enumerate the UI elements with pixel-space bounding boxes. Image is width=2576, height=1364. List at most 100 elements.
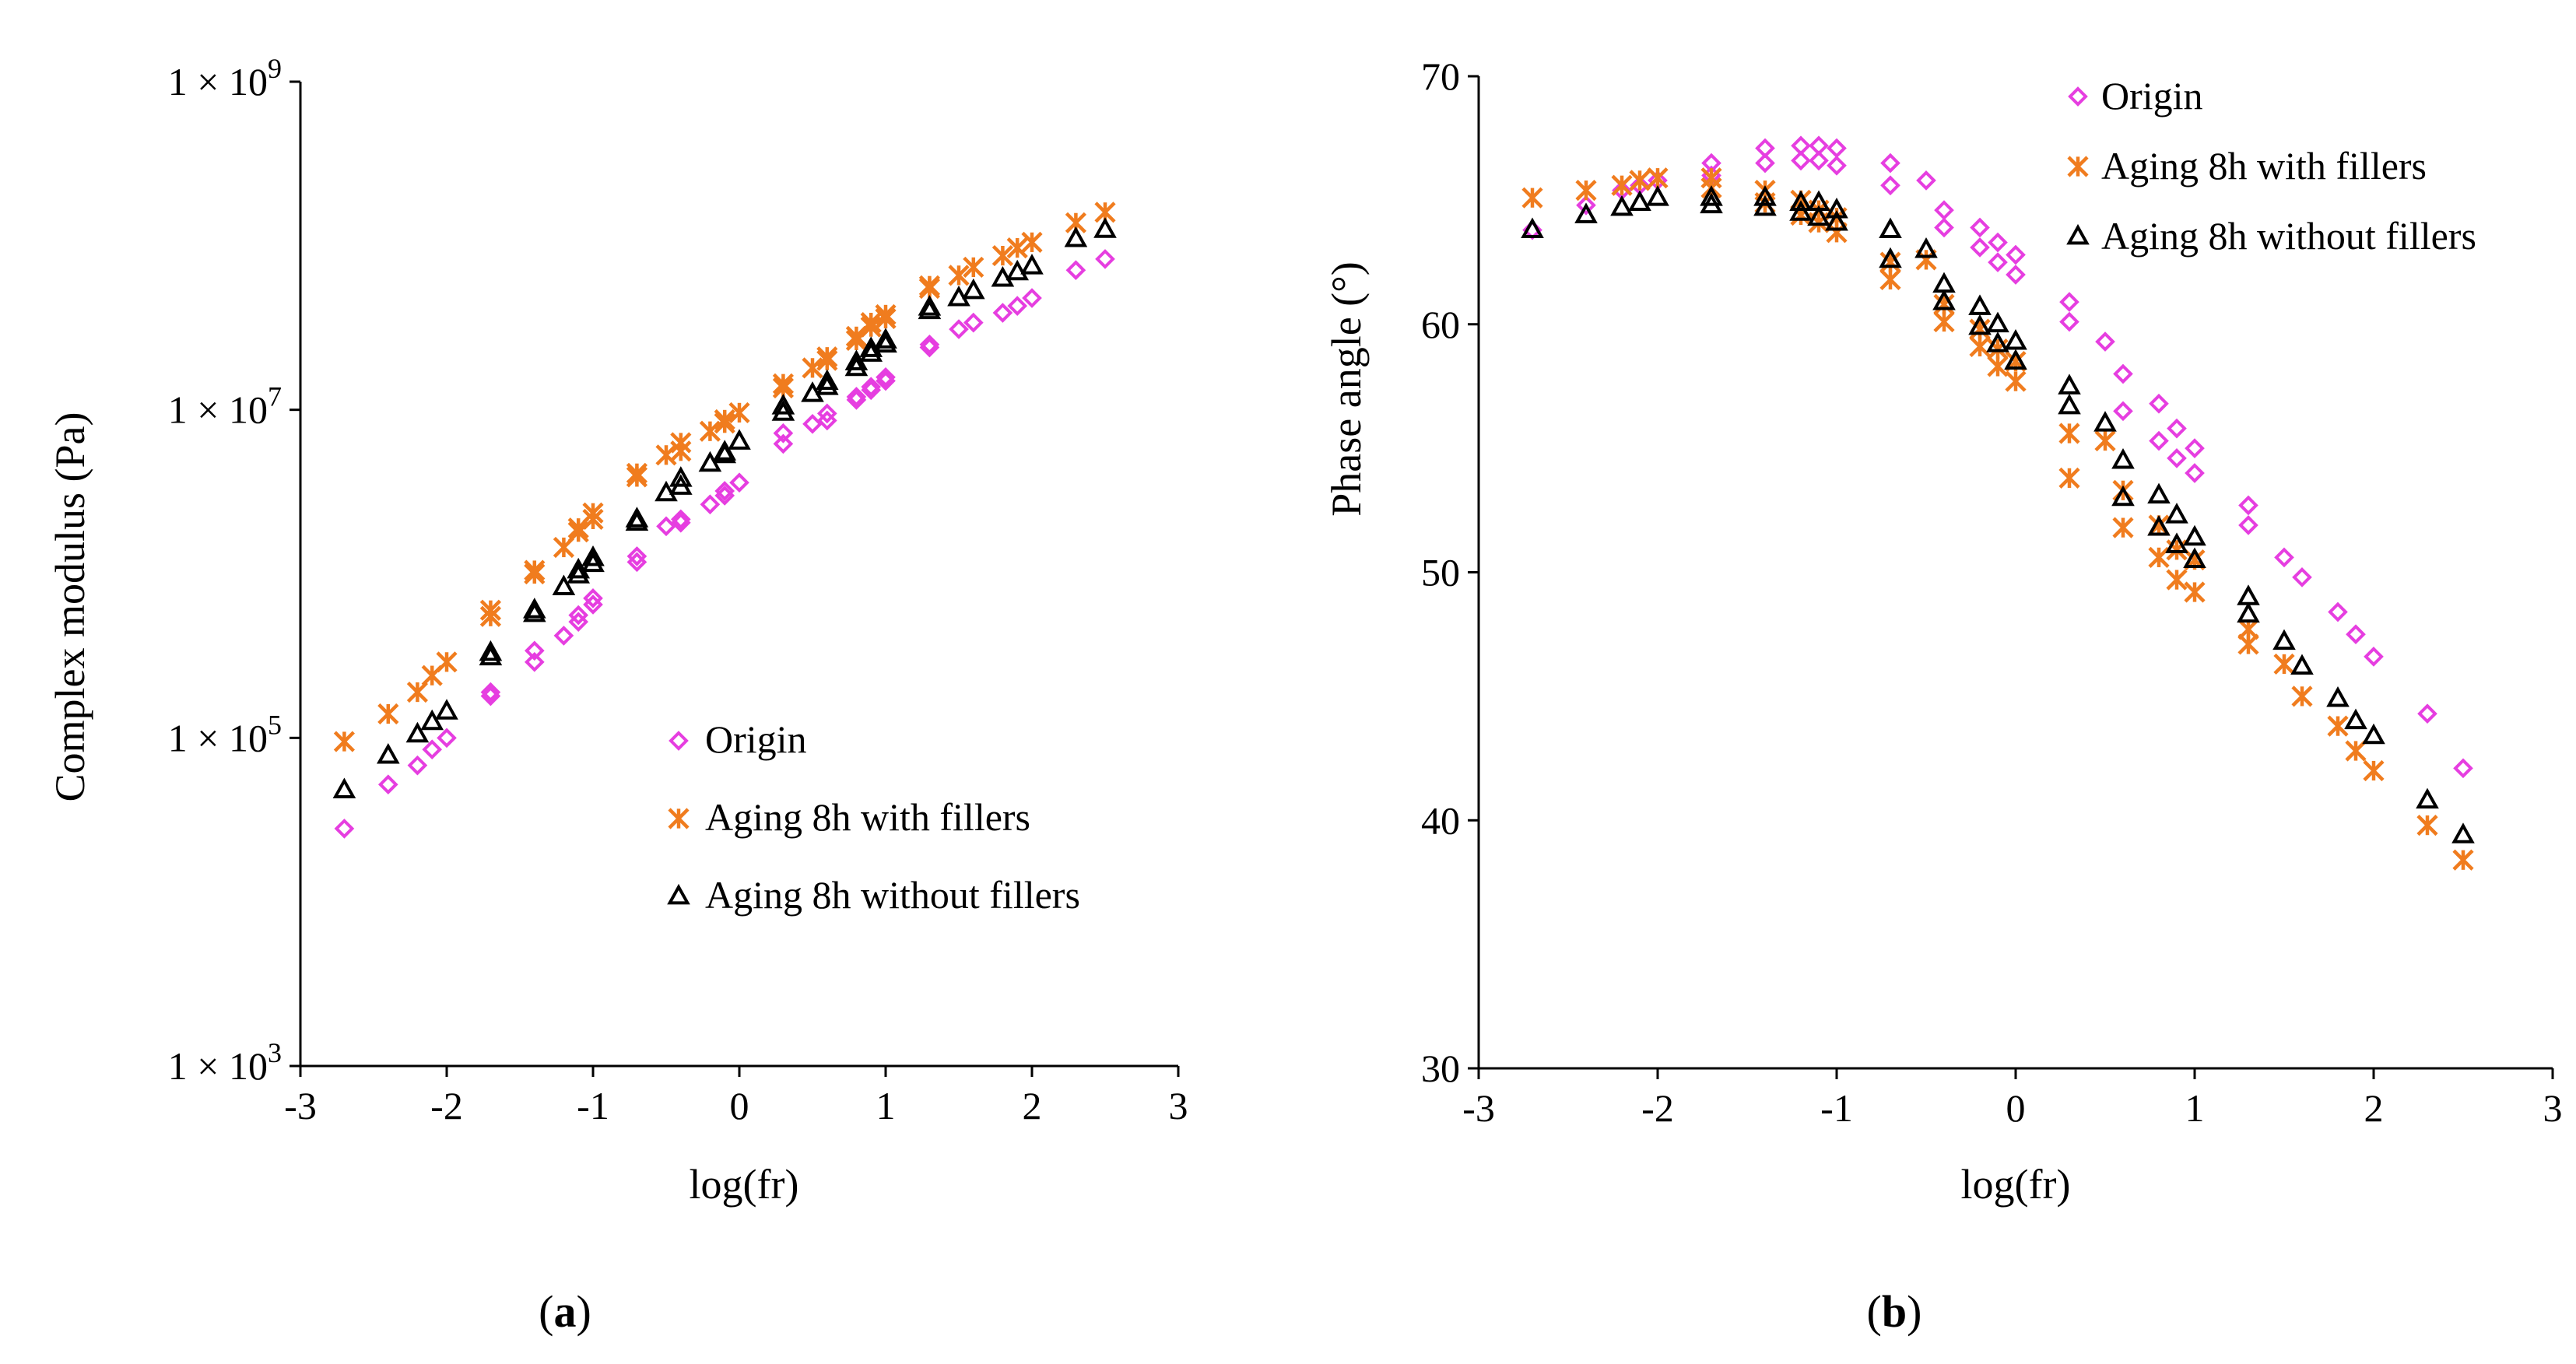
chart-b-series-aging-8h-with-fillers-point: [1933, 293, 1955, 315]
chart-b-legend-symbol: [2068, 86, 2088, 107]
chart-a-x-tick-label: 1: [876, 1084, 896, 1127]
chart-b-legend-label-without-fillers: Aging 8h without fillers: [2101, 214, 2476, 258]
chart-b-series-aging-8h-without-fillers-point: [2111, 485, 2135, 507]
chart-b-series-aging-8h-with-fillers-point: [2058, 467, 2080, 489]
chart-b-series-origin-point: [2006, 244, 2026, 265]
chart-b-series-aging-8h-with-fillers-point: [1879, 268, 1901, 290]
chart-a-series-aging-8h-with-fillers-point: [436, 651, 458, 673]
chart-a-series-origin-point: [919, 334, 940, 355]
chart-a-series-aging-8h-without-fillers-point: [522, 598, 546, 619]
chart-b-marks: [1521, 135, 2475, 871]
chart-b-series-origin-point: [2113, 401, 2133, 422]
chart-b-series-origin-point: [2364, 647, 2384, 667]
chart-a-series-aging-8h-with-fillers-point: [524, 559, 546, 581]
chart-a-series-aging-8h-without-fillers-point: [479, 644, 503, 666]
chart-b-series-origin-point: [1755, 153, 1775, 174]
chart-a-series-aging-8h-without-fillers-point: [567, 563, 591, 584]
chart-a-series-aging-8h-with-fillers-point: [1006, 237, 1028, 259]
chart-a-series-origin-point: [407, 755, 428, 776]
chart-a-series-aging-8h-without-fillers-point: [420, 709, 444, 731]
chart-b-x-tick-label: -3: [1462, 1086, 1495, 1130]
chart-b-x-tick-label: -1: [1820, 1086, 1853, 1130]
chart-b-series-aging-8h-with-fillers-point: [1521, 187, 1543, 209]
chart-a-series-aging-8h-with-fillers-point: [670, 432, 692, 454]
chart-b-series-origin-point: [2185, 438, 2205, 458]
chart-b-series-aging-8h-without-fillers-point: [1968, 294, 1992, 315]
chart-b-series-origin-point: [2417, 703, 2437, 724]
chart-b-series-aging-8h-without-fillers: [1521, 185, 2475, 843]
chart-a-y-axis-label: Complex modulus (Pa): [47, 412, 93, 802]
chart-a-series-aging-8h-with-fillers-point: [479, 599, 501, 621]
chart-b-series-aging-8h-with-fillers-point: [1969, 318, 1991, 340]
chart-b-series-origin-point: [2274, 547, 2294, 568]
chart-a-series-aging-8h-without-fillers-point: [918, 298, 942, 320]
chart-a-series-origin-point: [670, 509, 691, 530]
chart-b-series-aging-8h-without-fillers-point: [2093, 411, 2117, 432]
chart-b-axes: -3 -2 -1 0 1 2 3 70 60 50 40 30: [1421, 54, 2563, 1130]
chart-a-series-origin-point: [949, 319, 969, 339]
chart-b-legend-marker-with-fillers: [2067, 156, 2089, 177]
chart-a-series-aging-8h-with-fillers-point: [406, 681, 428, 703]
chart-a-series-aging-8h-without-fillers-point: [669, 466, 693, 487]
chart-b-series-aging-8h-with-fillers-point: [2094, 430, 2116, 452]
chart-b-series-aging-8h-without-fillers-point: [1521, 217, 1544, 239]
chart-b-x-axis-label: log(fr): [1961, 1161, 2071, 1208]
chart-b-series-aging-8h-with-fillers-point: [2184, 581, 2206, 603]
chart-a-series-aging-8h-without-fillers-point: [947, 285, 970, 307]
chart-a-series-aging-8h-with-fillers-point: [816, 346, 838, 368]
chart-a-series-aging-8h-without-fillers-point: [567, 557, 591, 579]
chart-b-series-origin-point: [2328, 601, 2348, 622]
chart-a-legend-marker-without-fillers: [667, 883, 690, 905]
chart-b-series-aging-8h-with-fillers-point: [1933, 310, 1955, 333]
chart-a-series-origin-point: [773, 423, 794, 444]
chart-b-series-aging-8h-without-fillers-point: [2147, 482, 2171, 504]
chart-a-panel-label: (a): [539, 1286, 591, 1337]
chart-a-x-axis-label: log(fr): [690, 1161, 799, 1208]
chart-b-series-aging-8h-with-fillers-point: [1879, 251, 1901, 273]
chart-a-legend: Origin Aging 8h with fillers Aging 8h wi…: [667, 717, 1080, 917]
chart-b-series-aging-8h-without-fillers-point: [2183, 524, 2206, 546]
chart-b-series-aging-8h-without-fillers-point: [1879, 217, 1902, 239]
chart-b-x-tick-label: 2: [2364, 1086, 2384, 1130]
chart-a-y-tick-label: 1 × 107: [168, 381, 282, 432]
chart-b-x-tick-label: 0: [2006, 1086, 2026, 1130]
chart-b-series-aging-8h-without-fillers-point: [1789, 190, 1813, 211]
chart-b-series-aging-8h-without-fillers-point: [1914, 237, 1938, 258]
chart-b-series-aging-8h-without-fillers-point: [1610, 195, 1634, 216]
chart-b-series-origin-point: [2095, 331, 2115, 352]
chart-b-series-origin-point: [2059, 292, 2079, 312]
chart-b-series-origin-point: [1827, 155, 1847, 176]
chart-a-series-origin-point: [626, 546, 648, 566]
chart-b-series-aging-8h-without-fillers-point: [2237, 584, 2260, 605]
chart-b-series-aging-8h-without-fillers-point: [1968, 314, 1992, 335]
chart-b-legend-item-with-fillers: Aging 8h with fillers: [2067, 144, 2427, 188]
chart-b-series-aging-8h-with-fillers-point: [2166, 569, 2188, 591]
chart-b-panel-label: (b): [1867, 1286, 1922, 1337]
chart-b-y-tick-label: 50: [1421, 551, 1460, 594]
chart-a-series-aging-8h-without-fillers-point: [961, 278, 985, 300]
chart-a-series-aging-8h-without-fillers-point: [918, 295, 942, 316]
chart-b-series-aging-8h-with-fillers-point: [1629, 170, 1651, 191]
chart-b-x-tick-label: -2: [1641, 1086, 1674, 1130]
chart-b-series-origin-point: [2238, 515, 2258, 535]
chart-b-series-aging-8h-without-fillers-point: [1574, 202, 1598, 223]
chart-a-series-aging-8h-without-fillers-point: [625, 510, 649, 531]
chart-b-series-aging-8h-without-fillers-point: [2416, 787, 2439, 809]
chart-b-y-tick-label: 40: [1421, 798, 1460, 842]
chart-a-series-origin-point: [656, 516, 676, 537]
chart-a-legend-label-with-fillers: Aging 8h with fillers: [705, 795, 1030, 839]
chart-b-series-aging-8h-without-fillers-point: [1932, 272, 1956, 293]
chart-a-legend-symbol: [669, 731, 689, 751]
chart-a-series-aging-8h-without-fillers-point: [522, 601, 546, 622]
chart-a-series-origin-point: [816, 403, 837, 424]
chart-b-series-aging-8h-with-fillers-point: [1647, 167, 1669, 189]
chart-a-series-aging-8h-without-fillers-point: [552, 574, 576, 595]
chart-b-series-aging-8h-without-fillers-point: [1753, 185, 1777, 206]
chart-a-series-origin-point: [802, 414, 823, 434]
chart-a-series-aging-8h-with-fillers-point: [963, 256, 984, 278]
chart-b-series-aging-8h-without-fillers-point: [2165, 532, 2188, 553]
chart-b-series-aging-8h-without-fillers-point: [2004, 349, 2027, 370]
chart-a-series-aging-8h-with-fillers-point: [333, 731, 355, 752]
chart-a-legend-symbol: [668, 808, 690, 829]
chart-a-legend-marker-with-fillers: [668, 808, 690, 829]
